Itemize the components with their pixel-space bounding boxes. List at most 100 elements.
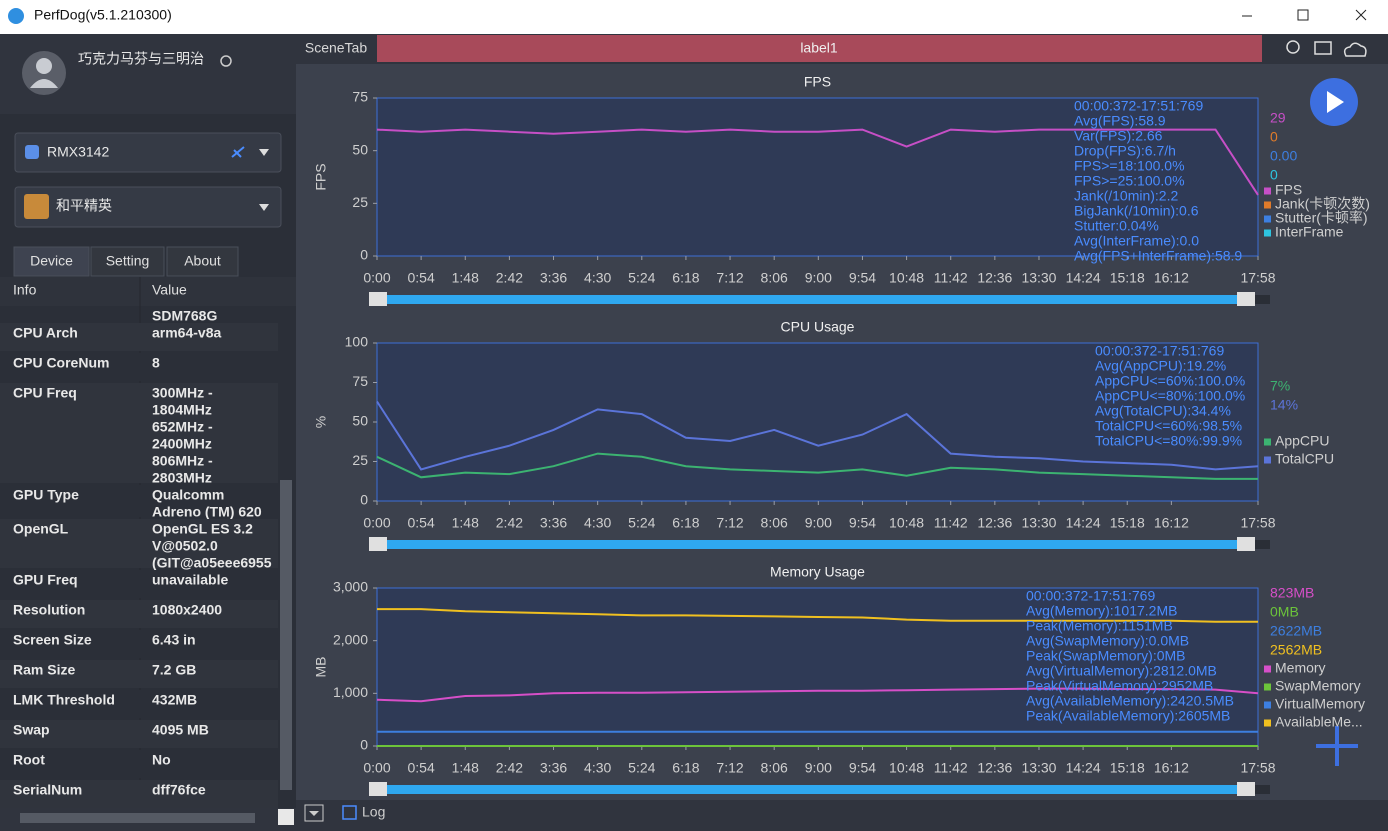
legend-label[interactable]: Jank(卡顿次数) [1275,196,1370,212]
current-value: 7% [1270,378,1290,394]
label-text: label1 [800,40,838,56]
cell-label: CPU Arch [13,325,78,341]
location-icon[interactable] [1286,40,1300,54]
range-fill[interactable] [377,785,1246,794]
legend-swatch [1264,438,1271,446]
cell-label: SerialNum [13,782,82,798]
dropdown-arrow [259,204,269,211]
legend-label[interactable]: SwapMemory [1275,678,1361,694]
range-fill[interactable] [377,295,1246,304]
x-tick-label: 13:30 [1021,760,1056,776]
log-checkbox[interactable] [342,805,357,820]
add-button[interactable] [1316,726,1358,766]
x-tick-label: 3:36 [540,270,567,286]
stat-line: Stutter:0.04% [1074,218,1159,234]
title-bar [0,0,1388,34]
close-button[interactable] [1355,9,1367,21]
range-handle[interactable] [369,782,387,796]
x-tick-label: 12:36 [977,515,1012,531]
legend-swatch [1264,215,1271,223]
y-tick-label: 2,000 [333,631,368,647]
x-tick-label: 3:36 [540,760,567,776]
range-handle[interactable] [1237,537,1255,551]
stat-line: AppCPU<=60%:100.0% [1095,373,1245,389]
x-tick-label: 10:48 [889,270,924,286]
power-button[interactable] [220,55,232,67]
x-tick-label: 11:42 [934,760,968,776]
tab[interactable] [90,246,165,277]
avatar-head [36,58,52,74]
user-name: 巧克力马芬与三明治 [78,51,204,67]
tab-label: About [184,253,221,269]
cell-label: Ram Size [13,662,75,678]
range-handle[interactable] [369,537,387,551]
app-select[interactable] [14,186,282,228]
legend-label[interactable]: Stutter(卡顿率) [1275,210,1368,226]
x-tick-label: 11:42 [934,515,968,531]
stat-line: Avg(SwapMemory):0.0MB [1026,633,1189,649]
x-tick-label: 4:30 [584,270,611,286]
device-select[interactable] [14,132,282,173]
cell-value: No [152,752,171,768]
x-tick-label: 2:42 [496,760,523,776]
folder-icon[interactable] [1314,41,1332,55]
legend-label[interactable]: VirtualMemory [1275,696,1365,712]
x-tick-label: 14:24 [1066,270,1101,286]
table-header [0,277,296,306]
cell-label: GPU Type [13,487,79,503]
legend-swatch [1264,187,1271,195]
cell-value: 1804MHz [152,402,212,418]
x-tick-label: 7:12 [716,515,743,531]
row-bg [0,600,278,628]
row-bg [0,383,278,483]
stat-line: Avg(VirtualMemory):2812.0MB [1026,663,1217,679]
x-tick-label: 11:42 [934,270,968,286]
x-tick-label: 3:36 [540,515,567,531]
tab[interactable] [13,246,90,277]
range-handle[interactable] [1237,292,1255,306]
x-tick-label: 7:12 [716,760,743,776]
range-fill[interactable] [377,540,1246,549]
scene-tab[interactable]: SceneTab [305,40,367,56]
legend-label[interactable]: TotalCPU [1275,451,1334,467]
cell-label: LMK Threshold [13,692,115,708]
range-handle[interactable] [1237,782,1255,796]
x-tick-label: 5:24 [628,270,655,286]
stat-line: Avg(Memory):1017.2MB [1026,603,1177,619]
x-tick-label: 16:12 [1154,515,1189,531]
label-bar[interactable] [377,35,1262,62]
legend-label[interactable]: AvailableMe... [1275,714,1363,730]
tab[interactable] [166,246,239,277]
stat-line: FPS>=25:100.0% [1074,173,1185,189]
link-icon[interactable] [231,146,245,158]
cloud-icon[interactable] [1343,42,1367,57]
cell-label: Swap [13,722,50,738]
x-tick-label: 2:42 [496,515,523,531]
cell-value: Qualcomm [152,487,224,503]
row-bg [0,690,278,718]
series-line [377,608,1258,623]
current-value: 0 [1270,167,1278,183]
x-tick-label: 9:54 [849,515,876,531]
legend-label[interactable]: InterFrame [1275,224,1344,240]
y-tick-label: 75 [352,373,368,389]
x-tick-label: 12:36 [977,270,1012,286]
range-handle[interactable] [369,292,387,306]
series-line [376,400,1259,471]
collapse-button[interactable] [304,804,324,822]
y-tick-label: 75 [352,89,368,105]
legend-label[interactable]: Memory [1275,660,1326,676]
y-tick-label: 3,000 [333,579,368,595]
cell-value: 300MHz - [152,385,213,401]
maximize-button[interactable] [1297,9,1309,21]
scrollbar[interactable] [280,480,292,790]
chart-title: CPU Usage [781,319,855,335]
legend-label[interactable]: AppCPU [1275,433,1329,449]
y-tick-label: 25 [352,452,368,468]
cell-label: OpenGL [13,521,69,537]
legend-label[interactable]: FPS [1275,182,1302,198]
stat-line: Avg(InterFrame):0.0 [1074,233,1199,249]
h-scroll-thumb[interactable] [20,813,255,823]
stat-line: Avg(FPS):58.9 [1074,113,1166,129]
